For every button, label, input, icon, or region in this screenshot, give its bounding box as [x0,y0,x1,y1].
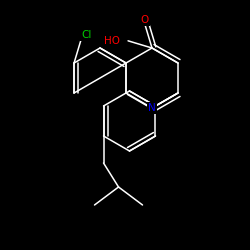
Text: N: N [148,103,156,113]
Text: HO: HO [104,36,120,46]
Text: Cl: Cl [81,30,92,40]
Text: O: O [141,15,149,25]
